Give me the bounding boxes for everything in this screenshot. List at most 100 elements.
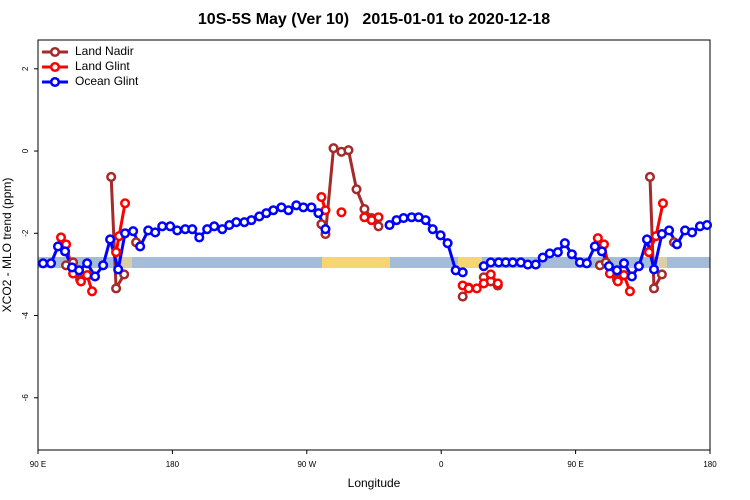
point	[150, 227, 161, 238]
point	[530, 259, 541, 270]
x-tick-label: 90 W	[297, 460, 316, 469]
point	[687, 227, 698, 238]
point	[82, 270, 93, 281]
y-tick-label: -4	[21, 311, 30, 319]
point	[111, 283, 122, 294]
point	[373, 221, 384, 232]
point	[592, 233, 603, 244]
point	[671, 239, 683, 250]
point	[648, 264, 660, 275]
point	[135, 241, 146, 252]
chart-title: 10S-5S May (Ver 10) 2015-01-01 to 2020-1…	[198, 11, 550, 28]
y-axis-label: XCO2 - MLO trend (ppm)	[0, 178, 14, 313]
point	[641, 234, 653, 245]
point	[328, 143, 339, 154]
point	[75, 276, 87, 287]
point	[187, 224, 198, 235]
point	[559, 238, 570, 249]
point	[492, 278, 503, 289]
point	[478, 278, 489, 289]
point	[359, 203, 370, 215]
point	[55, 232, 67, 243]
point	[507, 257, 518, 268]
point	[656, 269, 667, 280]
plot-frame	[37, 39, 711, 451]
point	[633, 261, 644, 272]
point	[246, 215, 257, 226]
point	[457, 291, 468, 302]
point	[89, 271, 101, 282]
point	[316, 192, 327, 203]
point	[566, 249, 577, 260]
x-tick-label: 180	[703, 460, 717, 469]
point	[98, 260, 109, 271]
point	[657, 198, 669, 209]
point	[626, 271, 637, 282]
point	[643, 247, 654, 258]
point	[283, 205, 294, 216]
legend-label: Land Glint	[75, 59, 130, 73]
point	[522, 259, 533, 270]
x-tick-label: 90 E	[567, 460, 583, 469]
point	[485, 269, 496, 280]
point	[435, 230, 446, 241]
point	[320, 224, 331, 235]
point	[120, 228, 131, 239]
point	[343, 145, 354, 156]
point	[87, 286, 98, 297]
point	[113, 264, 124, 275]
point	[442, 238, 453, 249]
point	[701, 220, 713, 231]
point	[306, 202, 317, 213]
point	[336, 207, 347, 218]
point	[618, 258, 630, 269]
point	[612, 276, 623, 287]
point	[38, 258, 49, 269]
point	[457, 267, 468, 278]
legend-label: Ocean Glint	[75, 74, 139, 88]
y-tick-label: 2	[21, 66, 30, 71]
point	[581, 258, 592, 269]
point	[485, 257, 496, 268]
y-tick-label: -6	[21, 394, 30, 402]
point	[157, 221, 168, 232]
point	[298, 202, 309, 213]
legend-marker	[49, 76, 61, 88]
point	[209, 221, 220, 232]
point	[373, 212, 384, 223]
point	[420, 215, 431, 226]
point	[52, 241, 64, 252]
surface-strip	[38, 257, 710, 268]
x-axis-label: Longitude	[348, 476, 401, 490]
point	[596, 246, 607, 257]
point	[105, 234, 116, 245]
point	[165, 221, 176, 232]
point	[231, 217, 242, 228]
point	[427, 224, 438, 235]
point	[45, 258, 57, 269]
point	[313, 208, 324, 219]
y-tick-label: -2	[21, 229, 30, 237]
point	[611, 265, 623, 276]
point	[120, 198, 131, 209]
legend-marker	[49, 46, 61, 58]
point	[384, 220, 395, 231]
legend-marker	[49, 61, 61, 73]
x-tick-label: 180	[166, 460, 180, 469]
point	[603, 261, 614, 272]
point	[537, 252, 548, 263]
legend-label: Land Nadir	[75, 44, 134, 58]
point	[648, 283, 660, 294]
point	[644, 171, 656, 182]
y-tick-label: 0	[21, 148, 30, 153]
point	[552, 247, 563, 258]
point	[106, 171, 117, 182]
point	[119, 269, 130, 280]
point	[664, 225, 675, 236]
point	[111, 247, 122, 258]
point	[589, 241, 600, 252]
point	[217, 224, 228, 235]
x-tick-label: 90 E	[30, 460, 46, 469]
point	[471, 283, 482, 294]
